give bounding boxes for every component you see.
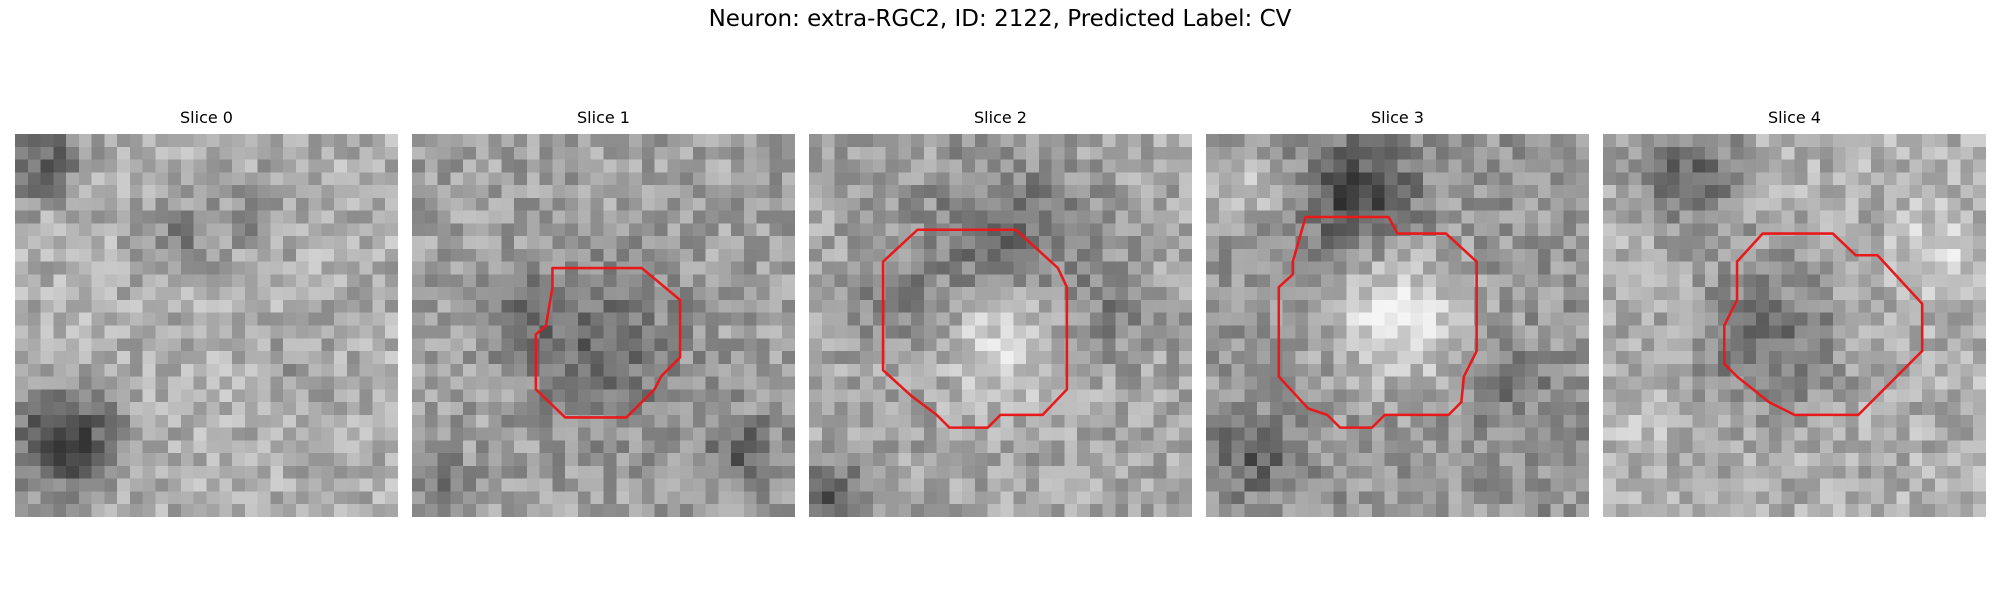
- figure-title: Neuron: extra-RGC2, ID: 2122, Predicted …: [708, 6, 1292, 32]
- cell-contour-outline: [534, 266, 682, 419]
- microscopy-slice-image: [412, 134, 795, 517]
- microscopy-slice-image: [1603, 134, 1986, 517]
- cell-contour-outline: [1277, 215, 1478, 429]
- slice-title: Slice 2: [974, 108, 1027, 127]
- slice-title: Slice 1: [577, 108, 630, 127]
- microscopy-slice-image: [1206, 134, 1589, 517]
- slice-title: Slice 3: [1371, 108, 1424, 127]
- slice-title: Slice 0: [180, 108, 233, 127]
- microscopy-slice-image: [809, 134, 1192, 517]
- microscopy-slice-image: [15, 134, 398, 517]
- slice-title: Slice 4: [1768, 108, 1821, 127]
- cell-contour-outline: [881, 228, 1069, 429]
- cell-contour-outline: [1723, 232, 1924, 417]
